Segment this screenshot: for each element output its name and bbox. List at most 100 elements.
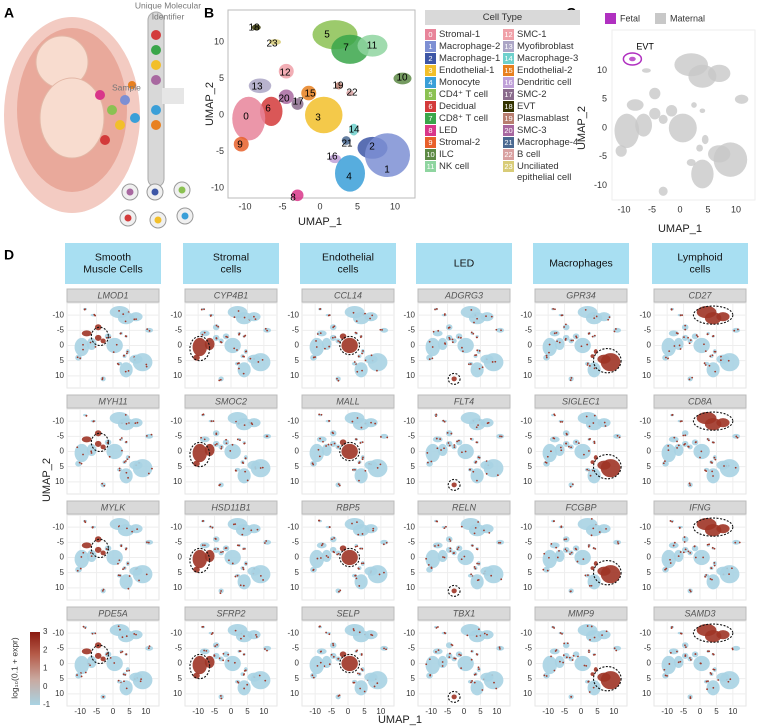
colorbar (30, 632, 40, 705)
expression-dot (150, 433, 153, 436)
expression-dot (214, 538, 217, 540)
expression-dot (243, 442, 246, 445)
legend-label: Stromal-1 (439, 29, 481, 40)
expression-dot (219, 592, 222, 595)
cluster-label: 21 (341, 139, 353, 150)
expression-dot (459, 654, 462, 657)
expression-dot (337, 445, 339, 448)
column-header: cells (220, 263, 241, 275)
expression-dot (379, 463, 382, 466)
y-tick-label: 0 (60, 659, 65, 668)
expression-dot (356, 370, 359, 373)
expression-dot (470, 658, 473, 661)
expression-blob (691, 545, 699, 552)
expression-dot (669, 562, 672, 564)
y-tick-label: -5 (644, 431, 652, 440)
expression-dot (553, 520, 555, 522)
expression-dot (678, 527, 681, 529)
expression-dot (109, 336, 111, 339)
expression-dot (151, 467, 153, 470)
expression-dot (125, 422, 128, 425)
x-tick-label: 0 (346, 707, 351, 716)
cell-blob (629, 56, 636, 62)
expression-dot (578, 442, 580, 445)
cluster-label: 17 (292, 97, 304, 108)
expression-blob (106, 443, 123, 460)
expression-dot (737, 328, 739, 331)
expression-dot (135, 318, 138, 321)
expression-dot (552, 308, 555, 310)
legend-item: 22 B cell (503, 149, 580, 160)
expression-dot (618, 436, 621, 439)
expression-blob (341, 549, 358, 566)
expression-dot (736, 436, 739, 439)
expression-dot (250, 529, 253, 532)
expression-dot (681, 314, 684, 317)
expression-dot (699, 456, 701, 459)
expression-blob (119, 468, 133, 484)
expression-blob (222, 651, 230, 658)
expression-dot (222, 652, 225, 655)
column-header: Stromal (213, 251, 249, 263)
expression-dot (231, 562, 234, 565)
expression-dot (381, 328, 383, 331)
highlight-ring (447, 478, 461, 491)
expression-dot (460, 667, 463, 670)
expression-dot (458, 653, 461, 656)
expression-blob (339, 333, 347, 340)
expression-dot (425, 557, 428, 560)
expression-dot (218, 484, 221, 487)
highlight-ring (189, 441, 211, 468)
expression-dot (242, 355, 244, 358)
cluster-blob (335, 82, 343, 90)
expression-dot (709, 355, 712, 358)
expression-dot (695, 334, 698, 337)
expression-dot (125, 669, 128, 672)
expression-dot (572, 654, 575, 657)
legend-swatch: 6 (425, 101, 436, 112)
expression-blob (597, 524, 611, 534)
y-tick-label: -10 (520, 310, 532, 319)
y-tick-label: -10 (403, 628, 415, 637)
expression-dot (731, 567, 733, 570)
droplet-cell (178, 186, 186, 194)
gene-label: RELN (452, 502, 477, 512)
gene-label-box (184, 394, 278, 409)
legend-item: 16 Dendritic cell (503, 77, 580, 88)
cell (107, 105, 117, 115)
expression-dot (713, 547, 716, 550)
expression-dot (562, 654, 565, 657)
expression-dot (136, 421, 139, 424)
y-tick-label: 10 (214, 36, 224, 46)
expression-dot (569, 553, 571, 555)
gene-label-box (301, 288, 395, 303)
expression-blob (367, 671, 388, 690)
cluster-blob (301, 85, 317, 101)
cluster-label: 22 (346, 88, 358, 99)
expression-dot (583, 664, 586, 667)
expression-dot (545, 354, 548, 357)
expression-dot (105, 548, 108, 550)
expression-dot (687, 550, 690, 553)
expression-dot (201, 333, 204, 336)
expression-dot (457, 546, 460, 549)
expression-dot (235, 469, 237, 472)
gene-label: SAMD3 (684, 608, 715, 618)
expression-dot (485, 315, 487, 318)
expression-dot (336, 377, 338, 380)
identifier-label: Unique Molecular (135, 0, 201, 10)
cluster-label: 16 (326, 152, 338, 163)
x-axis-label: UMAP_1 (378, 714, 422, 726)
expression-dot (371, 314, 374, 317)
expression-dot (242, 548, 245, 550)
expression-blob (75, 672, 82, 679)
expression-dot (376, 682, 379, 685)
expression-dot (364, 312, 366, 315)
highlight-ring (90, 538, 109, 559)
expression-dot (593, 414, 596, 417)
y-tick-label: 10 (406, 689, 415, 698)
legend-item: 15 Endothelial-2 (503, 65, 580, 76)
x-tick-label: 0 (677, 204, 682, 214)
expression-dot (374, 422, 377, 425)
expression-dot (134, 422, 137, 425)
